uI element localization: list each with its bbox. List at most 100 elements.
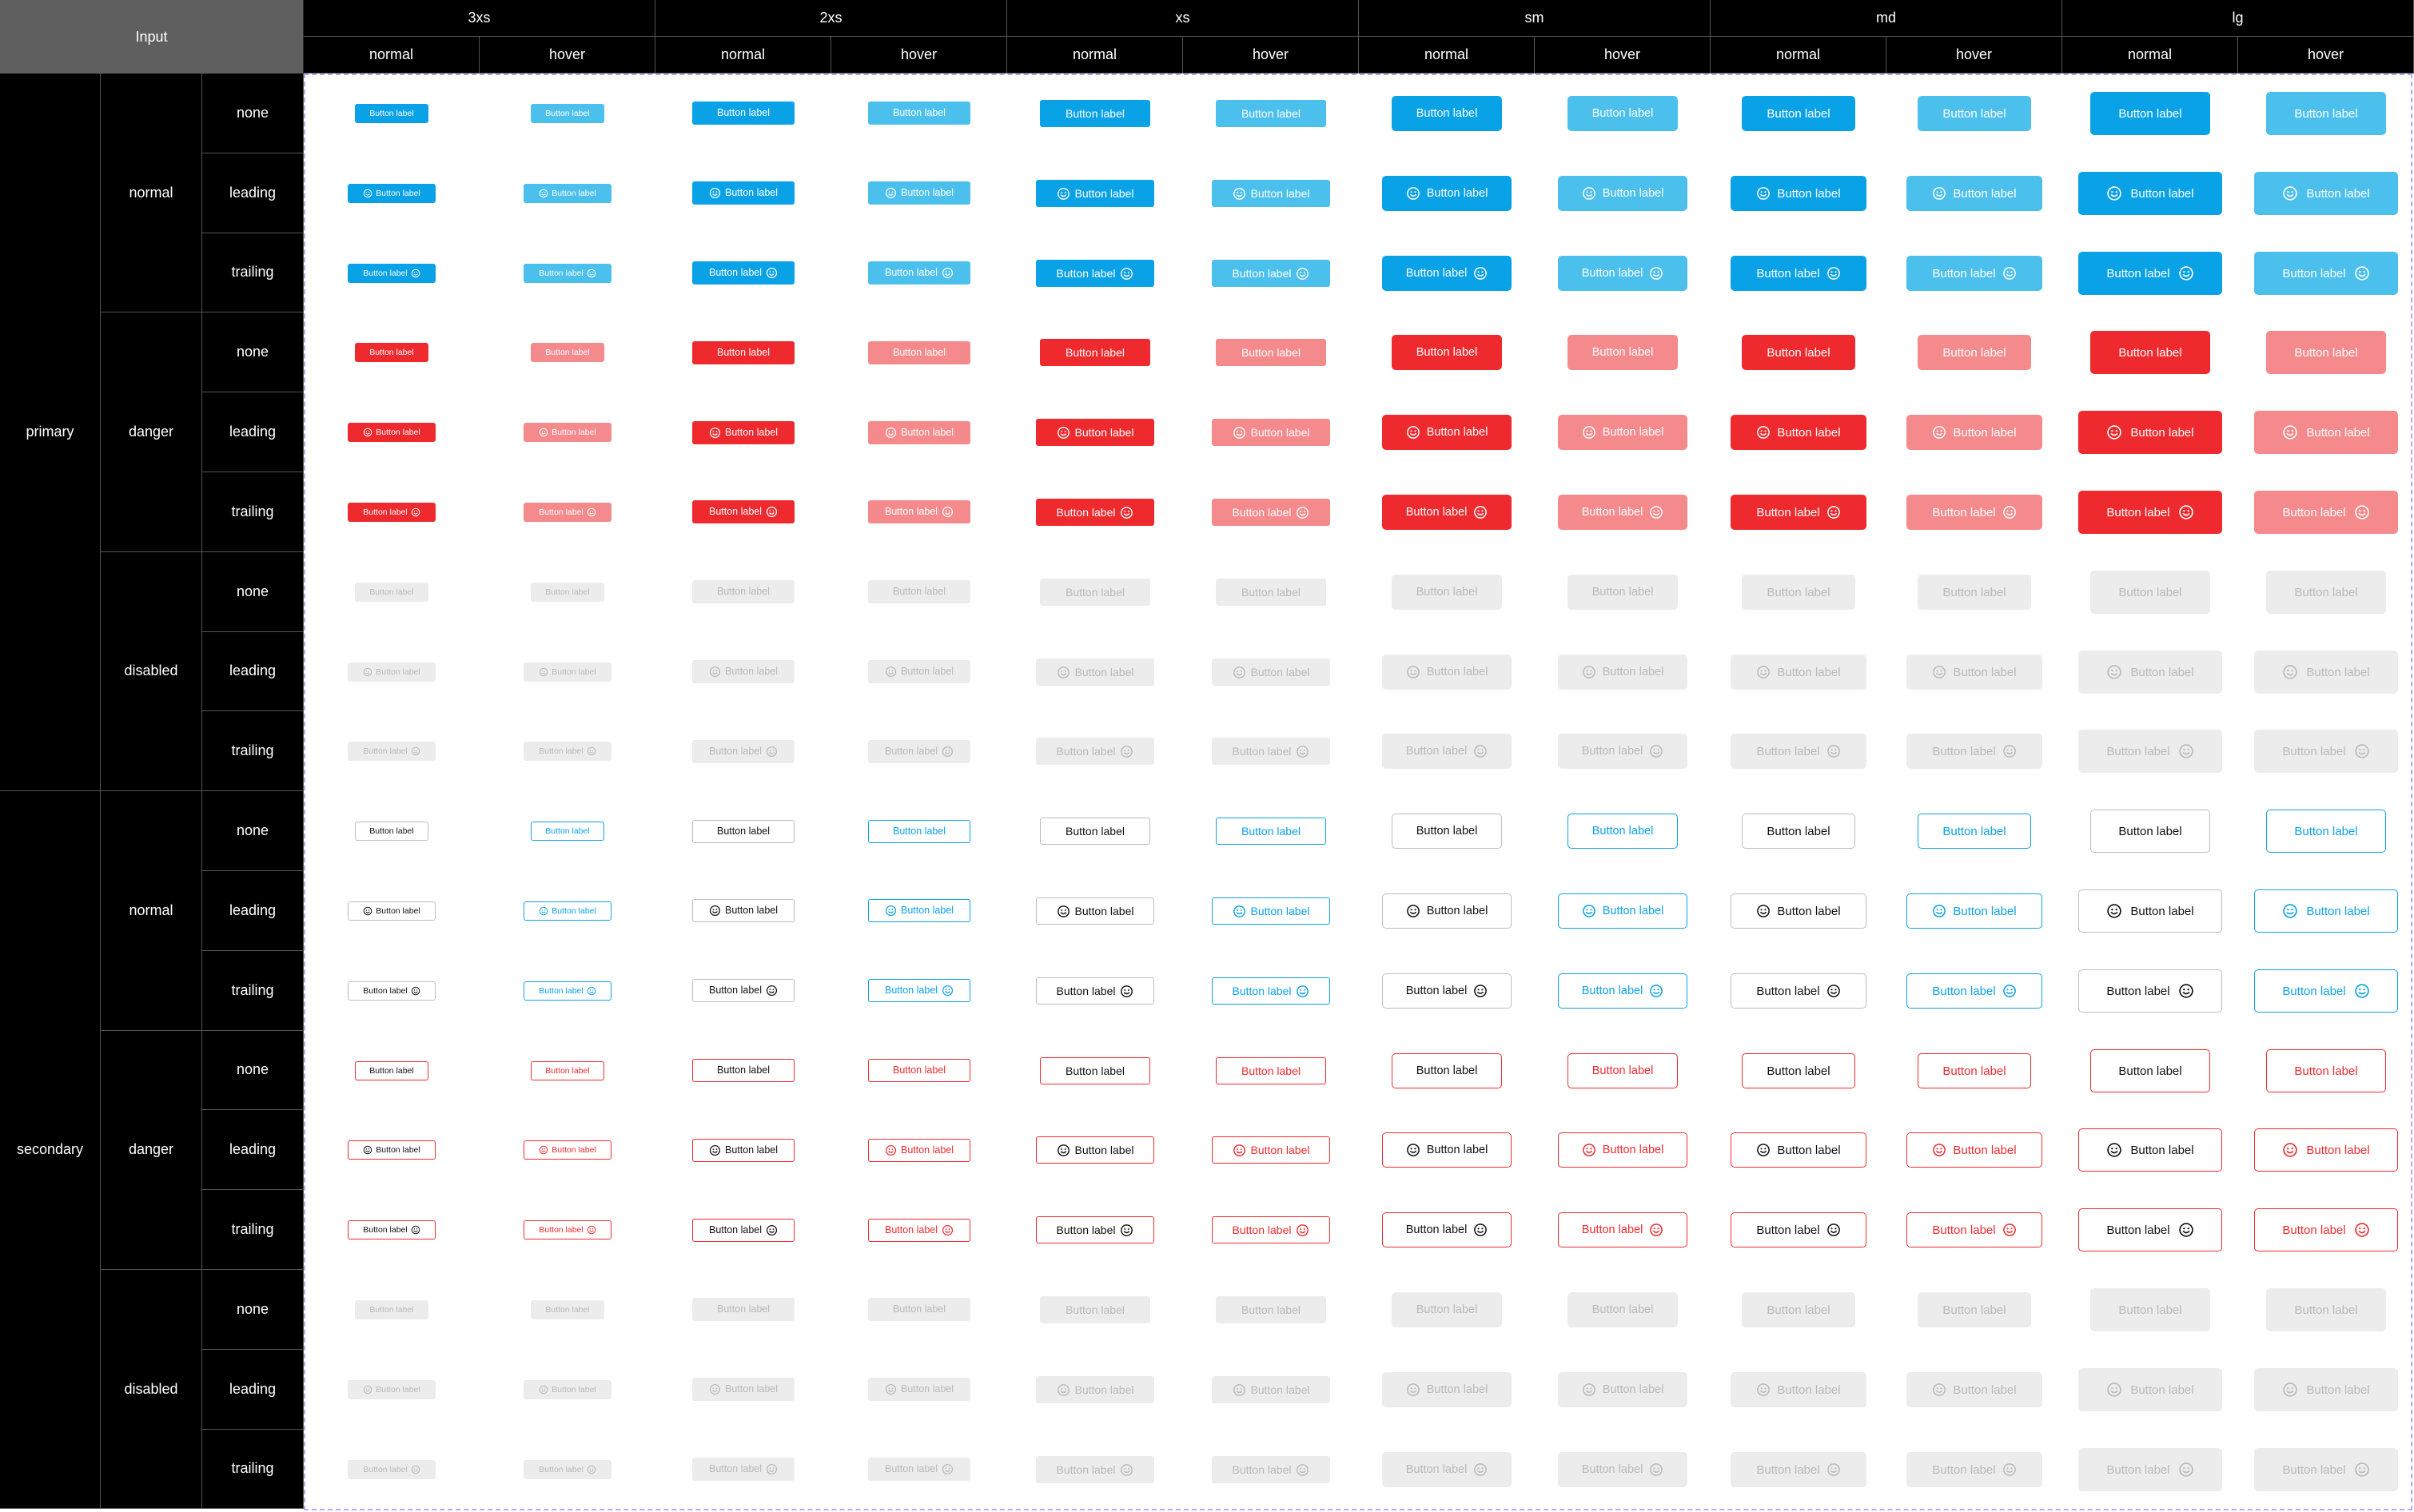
button-primary-normal-none-lg-normal[interactable]: Button label xyxy=(2090,92,2210,135)
button-primary-disabled-trailing-xs-normal[interactable]: Button label xyxy=(1036,738,1154,765)
button-primary-normal-trailing-2xs-hover[interactable]: Button label xyxy=(868,261,970,284)
button-primary-danger-leading-md-normal[interactable]: Button label xyxy=(1731,415,1866,450)
button-primary-danger-trailing-3xs-hover[interactable]: Button label xyxy=(524,503,611,522)
button-primary-normal-none-xs-normal[interactable]: Button label xyxy=(1040,100,1150,127)
button-primary-danger-none-lg-hover[interactable]: Button label xyxy=(2266,331,2386,374)
button-primary-normal-trailing-3xs-normal[interactable]: Button label xyxy=(348,264,436,283)
button-secondary-normal-leading-lg-hover[interactable]: Button label xyxy=(2254,889,2398,933)
button-secondary-danger-trailing-lg-hover[interactable]: Button label xyxy=(2254,1208,2398,1251)
button-secondary-normal-leading-sm-normal[interactable]: Button label xyxy=(1382,893,1512,929)
button-secondary-normal-trailing-xs-normal[interactable]: Button label xyxy=(1036,977,1154,1005)
button-secondary-danger-none-sm-hover[interactable]: Button label xyxy=(1568,1053,1678,1088)
button-secondary-normal-trailing-sm-normal[interactable]: Button label xyxy=(1382,973,1512,1009)
button-secondary-disabled-trailing-lg-hover[interactable]: Button label xyxy=(2254,1448,2398,1491)
button-secondary-disabled-none-sm-normal[interactable]: Button label xyxy=(1392,1292,1502,1327)
button-secondary-disabled-leading-sm-hover[interactable]: Button label xyxy=(1558,1372,1687,1407)
button-secondary-normal-trailing-lg-normal[interactable]: Button label xyxy=(2078,969,2222,1013)
button-primary-disabled-none-md-hover[interactable]: Button label xyxy=(1918,575,2031,610)
button-primary-danger-trailing-sm-normal[interactable]: Button label xyxy=(1382,495,1512,530)
button-secondary-normal-none-lg-hover[interactable]: Button label xyxy=(2266,810,2386,853)
button-secondary-disabled-none-3xs-normal[interactable]: Button label xyxy=(355,1300,428,1319)
button-secondary-disabled-none-lg-normal[interactable]: Button label xyxy=(2090,1288,2210,1331)
button-secondary-normal-leading-md-hover[interactable]: Button label xyxy=(1906,893,2042,929)
button-secondary-normal-leading-3xs-hover[interactable]: Button label xyxy=(524,901,611,921)
button-secondary-disabled-trailing-2xs-hover[interactable]: Button label xyxy=(868,1458,970,1481)
button-primary-normal-leading-md-normal[interactable]: Button label xyxy=(1731,176,1866,211)
button-primary-danger-trailing-2xs-hover[interactable]: Button label xyxy=(868,500,970,523)
button-primary-danger-none-lg-normal[interactable]: Button label xyxy=(2090,331,2210,374)
button-primary-disabled-leading-sm-normal[interactable]: Button label xyxy=(1382,655,1512,690)
button-primary-danger-none-2xs-normal[interactable]: Button label xyxy=(692,341,795,364)
button-primary-danger-leading-lg-hover[interactable]: Button label xyxy=(2254,411,2398,454)
button-secondary-normal-none-sm-hover[interactable]: Button label xyxy=(1568,814,1678,849)
button-primary-disabled-none-2xs-normal[interactable]: Button label xyxy=(692,580,795,603)
button-primary-normal-trailing-lg-normal[interactable]: Button label xyxy=(2078,252,2222,295)
button-secondary-danger-trailing-2xs-normal[interactable]: Button label xyxy=(692,1219,795,1242)
button-primary-normal-leading-lg-hover[interactable]: Button label xyxy=(2254,172,2398,215)
button-secondary-normal-trailing-xs-hover[interactable]: Button label xyxy=(1212,977,1330,1005)
button-secondary-disabled-none-md-hover[interactable]: Button label xyxy=(1918,1292,2031,1327)
button-primary-danger-none-xs-hover[interactable]: Button label xyxy=(1216,339,1326,366)
button-primary-danger-trailing-2xs-normal[interactable]: Button label xyxy=(692,500,795,523)
button-primary-normal-none-lg-hover[interactable]: Button label xyxy=(2266,92,2386,135)
button-secondary-disabled-trailing-2xs-normal[interactable]: Button label xyxy=(692,1458,795,1481)
button-primary-normal-none-md-hover[interactable]: Button label xyxy=(1918,96,2031,131)
button-primary-danger-leading-3xs-normal[interactable]: Button label xyxy=(348,423,436,442)
button-secondary-normal-none-sm-normal[interactable]: Button label xyxy=(1392,814,1502,849)
button-primary-disabled-trailing-md-normal[interactable]: Button label xyxy=(1731,734,1866,769)
button-secondary-danger-none-md-normal[interactable]: Button label xyxy=(1742,1053,1855,1088)
button-secondary-normal-none-xs-hover[interactable]: Button label xyxy=(1216,818,1326,845)
button-secondary-normal-leading-xs-hover[interactable]: Button label xyxy=(1212,897,1330,925)
button-secondary-disabled-trailing-3xs-normal[interactable]: Button label xyxy=(348,1460,436,1479)
button-primary-disabled-none-3xs-hover[interactable]: Button label xyxy=(531,583,604,602)
button-primary-normal-none-2xs-hover[interactable]: Button label xyxy=(868,101,970,125)
button-primary-danger-trailing-3xs-normal[interactable]: Button label xyxy=(348,503,436,522)
button-secondary-danger-trailing-md-normal[interactable]: Button label xyxy=(1731,1212,1866,1247)
button-secondary-danger-none-xs-hover[interactable]: Button label xyxy=(1216,1057,1326,1084)
button-secondary-normal-leading-sm-hover[interactable]: Button label xyxy=(1558,893,1687,929)
button-primary-disabled-none-xs-hover[interactable]: Button label xyxy=(1216,579,1326,606)
button-primary-normal-trailing-3xs-hover[interactable]: Button label xyxy=(524,264,611,283)
button-secondary-normal-leading-lg-normal[interactable]: Button label xyxy=(2078,889,2222,933)
button-secondary-danger-leading-md-hover[interactable]: Button label xyxy=(1906,1132,2042,1168)
button-secondary-danger-leading-md-normal[interactable]: Button label xyxy=(1731,1132,1866,1168)
button-primary-disabled-none-sm-normal[interactable]: Button label xyxy=(1392,575,1502,610)
button-primary-normal-none-3xs-hover[interactable]: Button label xyxy=(531,104,604,123)
button-secondary-danger-none-md-hover[interactable]: Button label xyxy=(1918,1053,2031,1088)
button-secondary-normal-trailing-md-hover[interactable]: Button label xyxy=(1906,973,2042,1009)
button-secondary-danger-leading-3xs-normal[interactable]: Button label xyxy=(348,1140,436,1160)
button-primary-disabled-leading-2xs-hover[interactable]: Button label xyxy=(868,660,970,683)
button-primary-disabled-leading-3xs-hover[interactable]: Button label xyxy=(524,662,611,682)
button-primary-disabled-none-lg-hover[interactable]: Button label xyxy=(2266,571,2386,614)
button-secondary-disabled-none-xs-normal[interactable]: Button label xyxy=(1040,1296,1150,1323)
button-secondary-danger-leading-2xs-normal[interactable]: Button label xyxy=(692,1139,795,1162)
button-primary-normal-leading-xs-hover[interactable]: Button label xyxy=(1212,180,1330,207)
button-secondary-normal-none-2xs-hover[interactable]: Button label xyxy=(868,820,970,843)
button-primary-normal-leading-2xs-hover[interactable]: Button label xyxy=(868,181,970,205)
button-primary-danger-trailing-xs-normal[interactable]: Button label xyxy=(1036,499,1154,526)
button-secondary-disabled-none-sm-hover[interactable]: Button label xyxy=(1568,1292,1678,1327)
button-secondary-danger-trailing-md-hover[interactable]: Button label xyxy=(1906,1212,2042,1247)
button-secondary-normal-leading-2xs-normal[interactable]: Button label xyxy=(692,899,795,922)
button-secondary-normal-leading-md-normal[interactable]: Button label xyxy=(1731,893,1866,929)
button-primary-disabled-leading-md-normal[interactable]: Button label xyxy=(1731,655,1866,690)
button-primary-normal-trailing-sm-hover[interactable]: Button label xyxy=(1558,256,1687,291)
button-primary-normal-trailing-md-normal[interactable]: Button label xyxy=(1731,256,1866,291)
button-secondary-disabled-leading-xs-hover[interactable]: Button label xyxy=(1212,1376,1330,1403)
button-primary-normal-trailing-md-hover[interactable]: Button label xyxy=(1906,256,2042,291)
button-secondary-disabled-trailing-md-normal[interactable]: Button label xyxy=(1731,1452,1866,1487)
button-primary-disabled-leading-md-hover[interactable]: Button label xyxy=(1906,655,2042,690)
button-secondary-disabled-trailing-md-hover[interactable]: Button label xyxy=(1906,1452,2042,1487)
button-secondary-danger-none-3xs-normal[interactable]: Button label xyxy=(355,1061,428,1080)
button-primary-disabled-trailing-3xs-normal[interactable]: Button label xyxy=(348,742,436,761)
button-primary-disabled-leading-xs-normal[interactable]: Button label xyxy=(1036,659,1154,686)
button-secondary-disabled-trailing-sm-hover[interactable]: Button label xyxy=(1558,1452,1687,1487)
button-secondary-danger-leading-lg-normal[interactable]: Button label xyxy=(2078,1128,2222,1172)
button-primary-danger-none-2xs-hover[interactable]: Button label xyxy=(868,341,970,364)
button-primary-normal-leading-sm-normal[interactable]: Button label xyxy=(1382,176,1512,211)
button-secondary-normal-none-2xs-normal[interactable]: Button label xyxy=(692,820,795,843)
button-primary-danger-trailing-md-normal[interactable]: Button label xyxy=(1731,495,1866,530)
button-secondary-normal-leading-3xs-normal[interactable]: Button label xyxy=(348,901,436,921)
button-primary-danger-trailing-lg-normal[interactable]: Button label xyxy=(2078,491,2222,534)
button-secondary-normal-none-3xs-normal[interactable]: Button label xyxy=(355,822,428,841)
